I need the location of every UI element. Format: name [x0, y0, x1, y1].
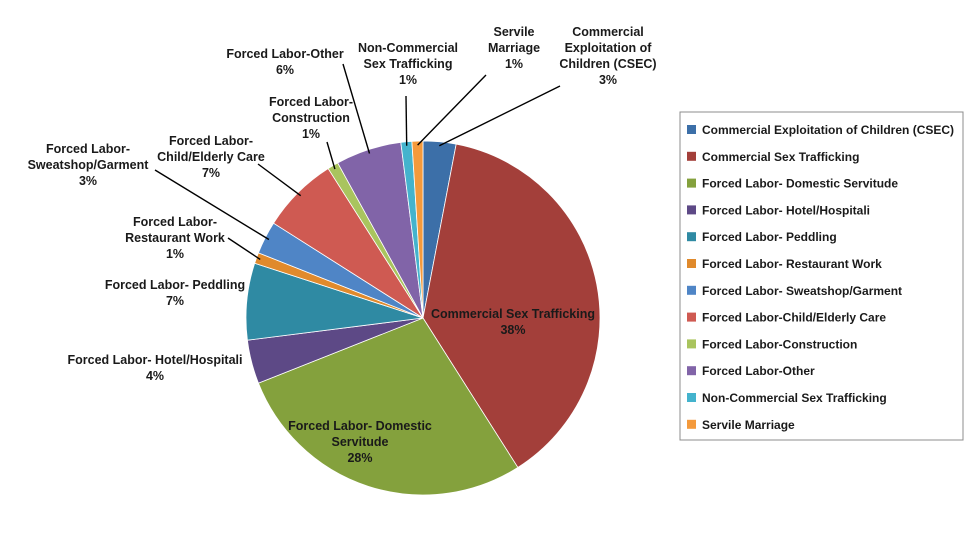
legend-entry-commercial-sex-trafficking: Commercial Sex Trafficking	[702, 150, 859, 164]
data-label-forced-labor-domestic-servitude: Forced Labor- Domestic Servitude 28%	[288, 419, 432, 465]
data-label-forced-labor-restaurant-work: Forced Labor-Restaurant Work 1%	[125, 215, 225, 261]
leader-line-forced-labor-restaurant-work	[227, 237, 261, 260]
legend-swatch-forced-labor-restaurant-work	[687, 259, 696, 268]
legend-swatch-forced-labor-sweatshop-garment	[687, 285, 696, 295]
legend-swatch-commercial-exploitation-of-children-csec	[687, 125, 696, 134]
leader-lines	[154, 63, 561, 260]
data-label-servile-marriage: Servile Marriage 1%	[488, 25, 540, 71]
slices	[245, 140, 601, 496]
data-label-forced-labor-peddling: Forced Labor- Peddling 7%	[105, 278, 245, 308]
leader-line-forced-labor-sweatshop-garment	[154, 169, 270, 241]
data-label-forced-labor-other: Forced Labor-Other 6%	[226, 47, 344, 77]
legend-swatch-forced-labor-construction	[687, 339, 696, 349]
leader-line-forced-labor-other	[342, 63, 371, 154]
legend-box	[679, 111, 964, 441]
leader-line-servile-marriage	[417, 74, 487, 146]
legend: Commercial Exploitation of Children (CSE…	[679, 111, 964, 441]
legend-swatch-commercial-sex-trafficking	[687, 151, 696, 161]
data-label-commercial-exploitation-of-children-csec: Commercial Exploitation of Children (CSEC)…	[559, 25, 656, 87]
legend-entry-servile-marriage: Servile Marriage	[702, 418, 795, 432]
data-label-forced-labor-child-elderly-care: Forced Labor-Child/Elderly Care 7%	[157, 134, 265, 180]
legend-entry-commercial-exploitation-of-children-csec: Commercial Exploitation of Children (CSE…	[702, 123, 954, 137]
legend-entry-forced-labor-sweatshop-garment: Forced Labor- Sweatshop/Garment	[702, 284, 902, 298]
data-label-forced-labor-sweatshop-garment: Forced Labor-Sweatshop/Garment 3%	[28, 142, 150, 188]
legend-swatch-forced-labor-peddling	[687, 232, 696, 242]
legend-swatch-forced-labor-child-elderly-care	[687, 312, 696, 322]
pie-slice-forced-labor-domestic-servitude	[257, 317, 519, 496]
pie-slice-commercial-sex-trafficking	[422, 143, 601, 469]
data-label-forced-labor-construction: Forced Labor-Construction 1%	[269, 95, 353, 141]
leader-line-commercial-exploitation-of-children-csec	[438, 85, 561, 147]
legend-swatch-servile-marriage	[687, 419, 696, 429]
legend-entry-forced-labor-construction: Forced Labor-Construction	[702, 337, 857, 351]
legend-entry-forced-labor-restaurant-work: Forced Labor- Restaurant Work	[702, 257, 882, 271]
data-label-commercial-sex-trafficking: Commercial Sex Trafficking 38%	[431, 307, 595, 337]
legend-swatch-non-commercial-sex-trafficking	[687, 393, 696, 402]
leader-line-forced-labor-construction	[326, 141, 336, 170]
data-label-forced-labor-hotel-hospitali: Forced Labor- Hotel/Hospitali 4%	[67, 353, 242, 383]
legend-swatch-forced-labor-domestic-servitude	[687, 178, 696, 188]
legend-entry-forced-labor-hotel-hospitali: Forced Labor- Hotel/Hospitali	[702, 203, 870, 217]
legend-entry-forced-labor-other: Forced Labor-Other	[702, 364, 815, 378]
legend-entry-forced-labor-child-elderly-care: Forced Labor-Child/Elderly Care	[702, 311, 886, 325]
legend-swatch-forced-labor-other	[687, 366, 696, 376]
slice-labels: Commercial Exploitation of Children (CSEC)…	[28, 25, 657, 465]
legend-swatch-forced-labor-hotel-hospitali	[687, 205, 696, 215]
legend-entry-non-commercial-sex-trafficking: Non-Commercial Sex Trafficking	[702, 391, 887, 405]
data-label-non-commercial-sex-trafficking: Non-Commercial Sex Trafficking 1%	[358, 41, 458, 87]
leader-line-forced-labor-child-elderly-care	[257, 163, 302, 197]
leader-line-non-commercial-sex-trafficking	[405, 95, 408, 146]
pie-slice-servile-marriage	[411, 140, 424, 319]
legend-entry-forced-labor-peddling: Forced Labor- Peddling	[702, 230, 837, 244]
legend-entry-forced-labor-domestic-servitude: Forced Labor- Domestic Servitude	[702, 177, 898, 191]
